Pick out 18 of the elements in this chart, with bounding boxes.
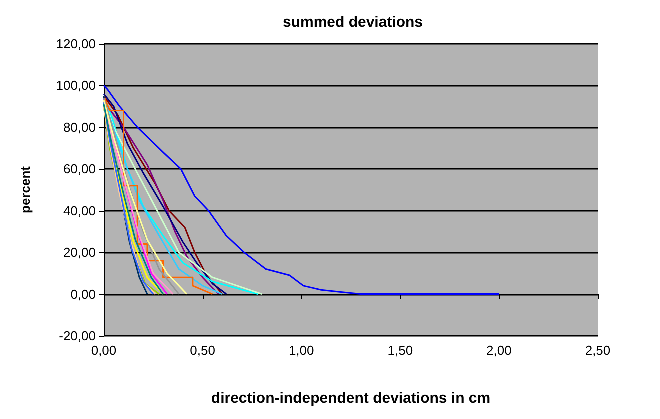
x-tick-label: 1,00 [288, 343, 314, 358]
x-axis-title: direction-independent deviations in cm [211, 390, 491, 407]
y-tick-label: 80,00 [63, 120, 96, 135]
y-tick-label: 40,00 [63, 203, 96, 218]
y-tick-label: -20,00 [59, 328, 96, 344]
y-tick-label: 0,00 [70, 286, 96, 302]
x-tick-label: 1,50 [388, 343, 414, 358]
x-tick-label: 0,50 [190, 343, 216, 358]
y-tick-label: 20,00 [63, 245, 96, 260]
line-series [103, 84, 500, 296]
y-tick-label: 100,00 [56, 78, 96, 94]
y-tick-label: 60,00 [63, 162, 96, 177]
x-tick-label: 2,00 [486, 343, 512, 358]
y-tick-label: 120,00 [56, 36, 96, 52]
x-tick-label: 2,50 [585, 343, 611, 358]
chart-title: summed deviations [282, 14, 424, 31]
x-tick-label: 0,00 [91, 343, 117, 358]
y-axis-title: percent [18, 166, 33, 214]
